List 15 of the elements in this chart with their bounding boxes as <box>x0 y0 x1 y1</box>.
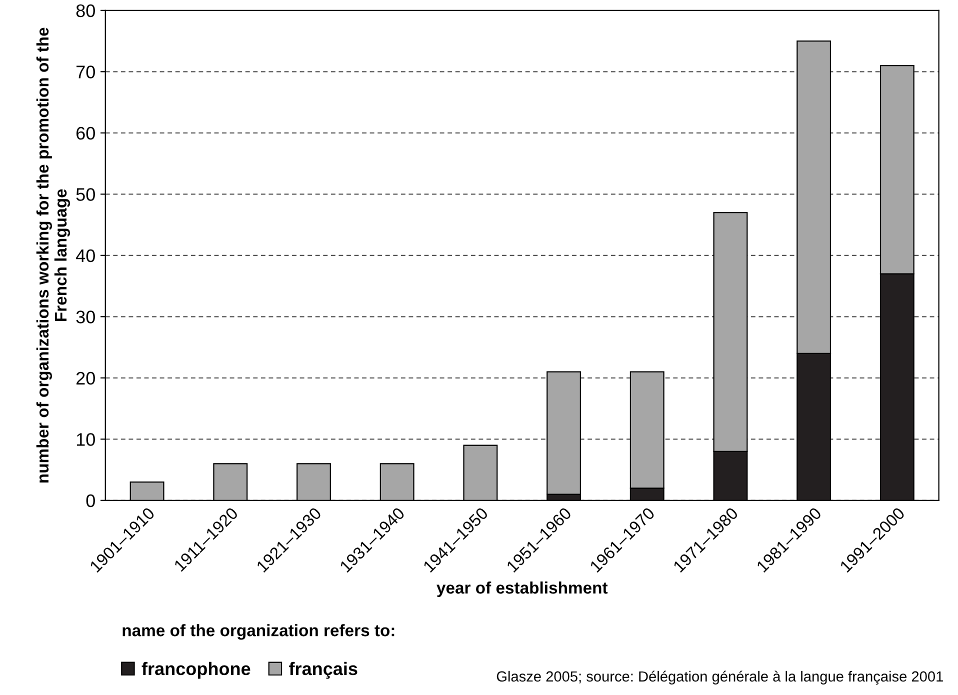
y-tick-label: 10 <box>76 433 95 446</box>
legend-label: francophone <box>142 662 250 679</box>
y-tick-label: 30 <box>76 310 95 324</box>
y-tick-label: 0 <box>86 494 95 508</box>
legend-label: français <box>289 662 358 679</box>
y-tick-label: 40 <box>76 249 95 262</box>
legend-title: name of the organization refers to: <box>122 624 394 640</box>
y-tick-label: 20 <box>76 372 95 385</box>
y-tick-label: 80 <box>76 4 95 18</box>
y-tick-label: 60 <box>76 126 95 140</box>
x-axis-title: year of establishment <box>436 581 608 598</box>
text: Glasze 2005; source: Délégation générale à la langue française 2001 <box>496 670 943 685</box>
y-tick-label: 50 <box>76 188 95 201</box>
y-tick-label: 70 <box>76 66 95 78</box>
y-axis-title: number of organizations working for the promotion of the French language <box>36 28 70 483</box>
